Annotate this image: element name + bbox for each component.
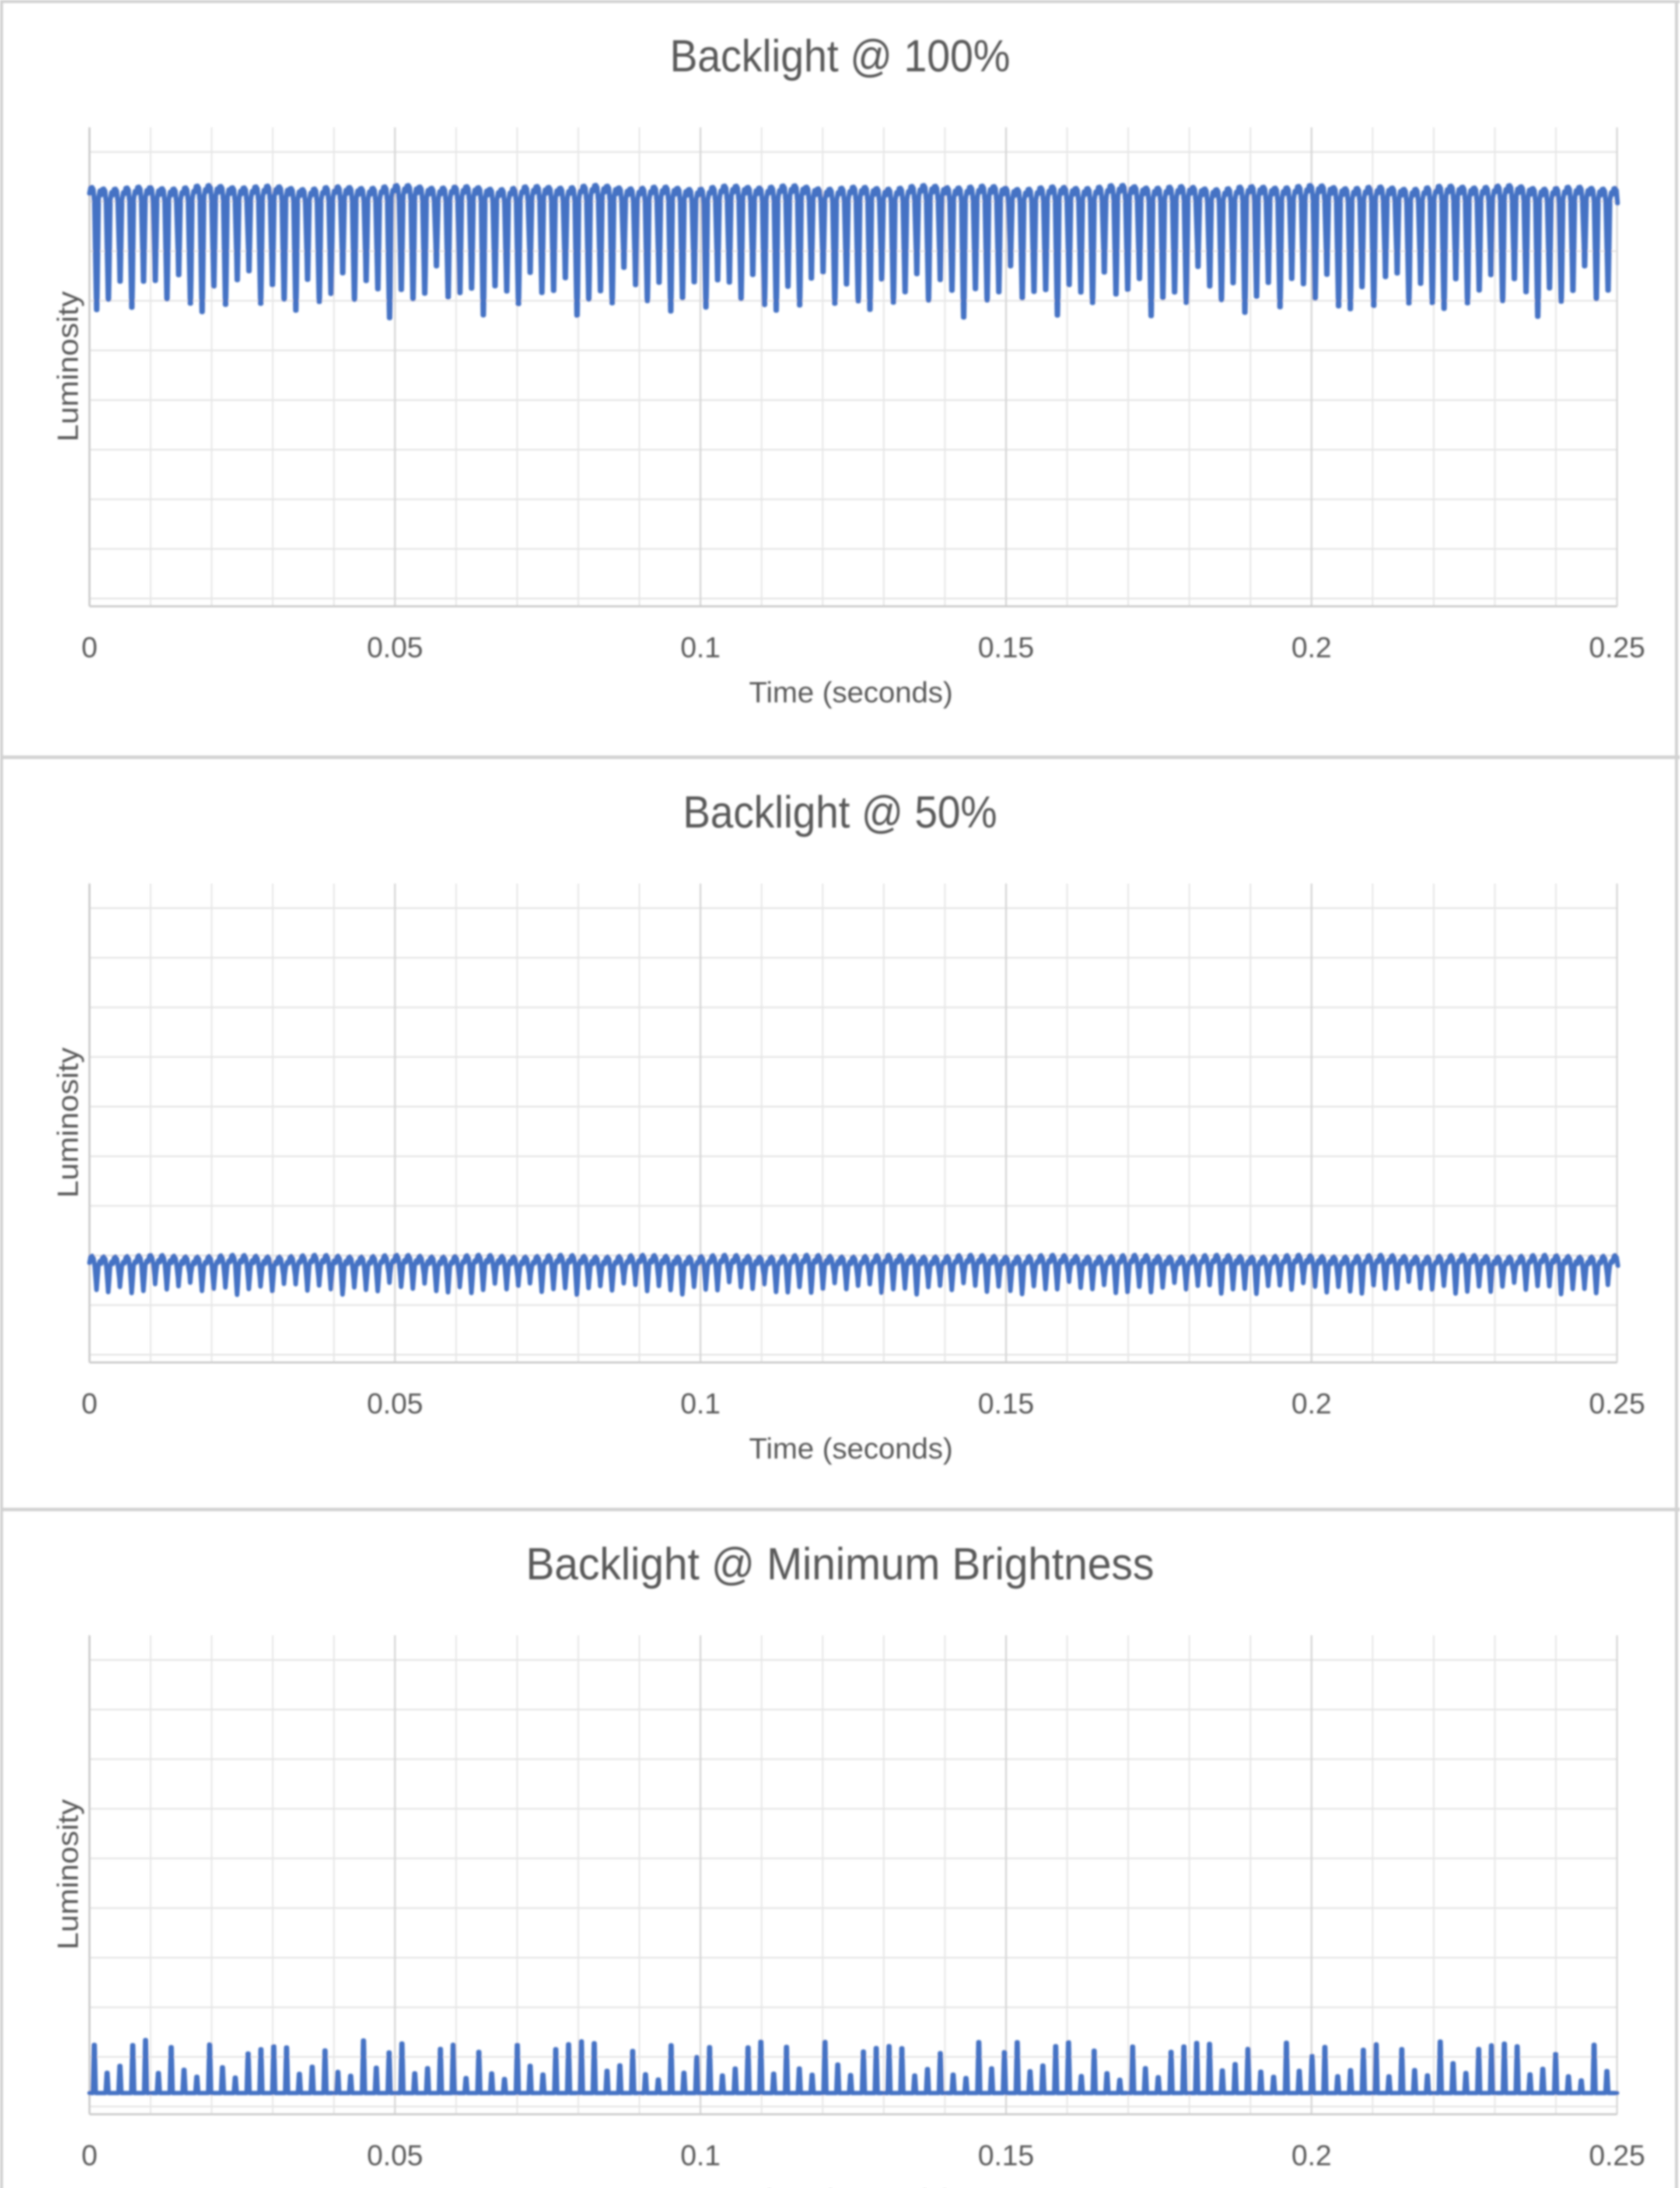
- svg-text:Luminosity: Luminosity: [52, 291, 84, 442]
- svg-text:Time (seconds): Time (seconds): [749, 2184, 953, 2188]
- svg-text:0.15: 0.15: [978, 2139, 1034, 2171]
- svg-text:0: 0: [81, 1387, 98, 1420]
- svg-text:0.25: 0.25: [1589, 2139, 1645, 2171]
- svg-text:Time (seconds): Time (seconds): [749, 676, 953, 709]
- svg-text:0.15: 0.15: [978, 631, 1034, 663]
- svg-text:0.05: 0.05: [367, 631, 423, 663]
- svg-text:0.2: 0.2: [1292, 2139, 1332, 2171]
- svg-text:0.15: 0.15: [978, 1387, 1034, 1420]
- svg-text:Luminosity: Luminosity: [52, 1799, 84, 1950]
- svg-text:0.1: 0.1: [680, 2139, 721, 2171]
- svg-text:Backlight @ 100%: Backlight @ 100%: [670, 31, 1010, 81]
- svg-text:Time (seconds): Time (seconds): [749, 1432, 953, 1465]
- svg-text:0.05: 0.05: [367, 1387, 423, 1420]
- svg-text:Backlight @ Minimum Brightness: Backlight @ Minimum Brightness: [526, 1539, 1154, 1589]
- svg-text:0: 0: [81, 2139, 98, 2171]
- svg-text:0.1: 0.1: [680, 1387, 721, 1420]
- svg-text:0: 0: [81, 631, 98, 663]
- svg-text:0.1: 0.1: [680, 631, 721, 663]
- svg-text:0.2: 0.2: [1292, 631, 1332, 663]
- svg-text:Backlight @ 50%: Backlight @ 50%: [683, 787, 997, 837]
- svg-text:0.25: 0.25: [1589, 1387, 1645, 1420]
- svg-text:0.2: 0.2: [1292, 1387, 1332, 1420]
- svg-text:0.05: 0.05: [367, 2139, 423, 2171]
- svg-text:0.25: 0.25: [1589, 631, 1645, 663]
- svg-text:Luminosity: Luminosity: [52, 1047, 84, 1198]
